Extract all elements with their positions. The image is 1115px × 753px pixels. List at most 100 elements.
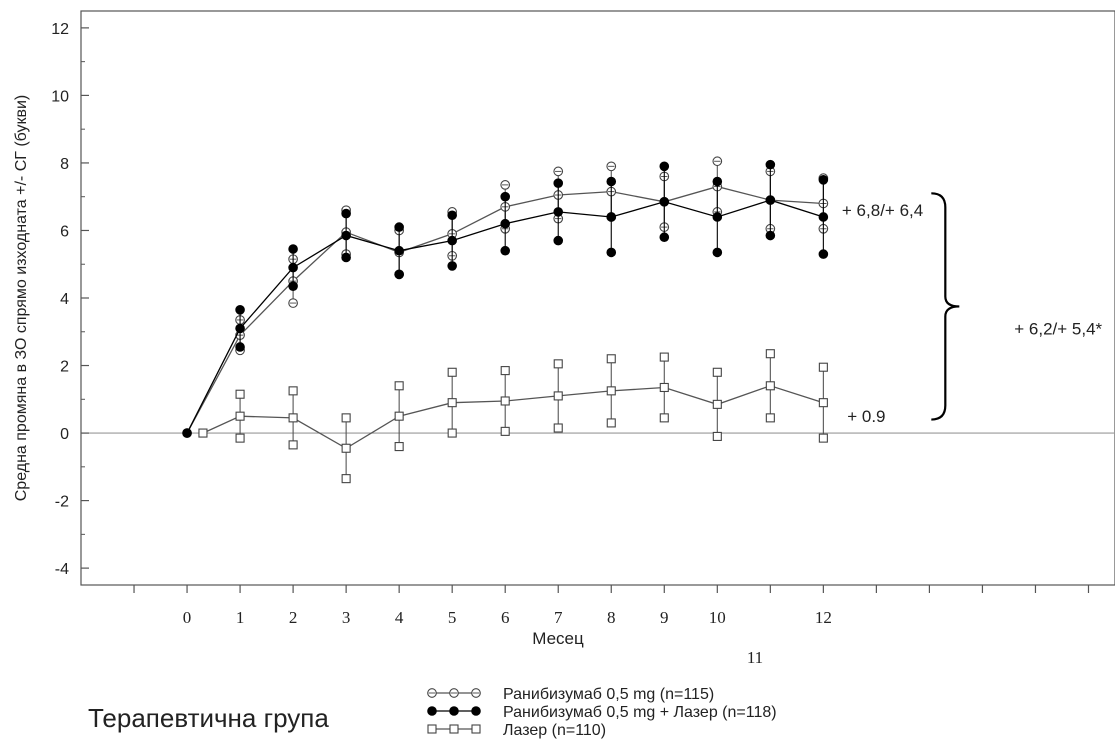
error-cap-marker — [500, 366, 510, 376]
error-cap-marker — [712, 247, 723, 258]
error-cap-marker — [341, 413, 351, 423]
series-layer — [182, 156, 829, 484]
x-tick-label: 1 — [236, 608, 245, 627]
error-cap-marker — [606, 418, 616, 428]
error-cap-marker — [659, 352, 669, 362]
data-point — [818, 212, 829, 222]
data-point — [394, 411, 404, 421]
y-tick-label: 2 — [60, 359, 69, 376]
error-cap-marker — [447, 428, 457, 438]
error-cap-marker — [712, 431, 722, 441]
x-axis: 0 1 2 3 4 5 6 7 8 9 10 12 — [133, 585, 1090, 627]
annotation-label: + 6,8/+ 6,4 — [842, 201, 923, 220]
error-cap-marker — [765, 413, 775, 423]
legend-label: Лазер (n=110) — [503, 722, 606, 739]
error-cap-marker — [500, 191, 511, 202]
error-cap-marker — [818, 433, 828, 443]
error-cap-marker — [341, 474, 351, 484]
legend-item: Ранибизумаб 0,5 mg + Лазер (n=118) — [427, 704, 777, 721]
error-cap-marker — [553, 359, 563, 369]
x-tick-label: 3 — [342, 608, 351, 627]
legend-swatch-marker — [427, 724, 437, 734]
x-tick-label: 7 — [554, 608, 563, 627]
data-point — [447, 398, 457, 408]
data-point — [182, 428, 192, 438]
error-cap-marker — [765, 349, 775, 359]
error-cap-marker — [606, 247, 617, 258]
legend-swatch-marker — [427, 688, 437, 698]
x-tick-label: 0 — [183, 608, 192, 627]
error-cap-marker — [288, 298, 298, 308]
error-cap-marker — [394, 442, 404, 452]
plot-frame — [80, 10, 1115, 586]
y-tick-label: 10 — [51, 88, 69, 105]
data-point — [447, 235, 457, 246]
x-tick-label: 5 — [448, 608, 457, 627]
error-cap-marker — [712, 176, 723, 187]
data-point — [712, 399, 722, 409]
data-point — [818, 398, 828, 408]
error-cap-marker — [394, 381, 404, 391]
data-point — [659, 196, 670, 207]
error-cap-marker — [341, 252, 351, 263]
error-cap-marker — [341, 208, 351, 219]
legend-swatch-marker — [449, 688, 459, 698]
error-cap-marker — [818, 362, 828, 372]
legend-item: Лазер (n=110) — [427, 722, 606, 739]
x-tick-label: 4 — [395, 608, 404, 627]
y-tick-label: 6 — [60, 223, 69, 240]
error-cap-marker — [235, 342, 245, 352]
series-3 — [198, 349, 828, 484]
error-cap-marker — [659, 232, 670, 243]
error-cap-marker — [553, 423, 563, 433]
data-point — [198, 428, 208, 438]
data-point — [606, 212, 617, 222]
y-tick-label: 8 — [60, 156, 69, 173]
data-point — [500, 396, 510, 406]
legend-swatch-marker — [449, 706, 459, 716]
error-cap-marker — [394, 222, 404, 232]
error-cap-marker — [500, 426, 510, 436]
y-tick-label: -4 — [55, 561, 69, 578]
y-tick-label: 4 — [60, 291, 69, 308]
data-point — [659, 382, 669, 393]
error-cap-marker — [500, 245, 511, 256]
error-cap-marker — [765, 230, 776, 241]
legend-label: Ранибизумаб 0,5 mg (n=115) — [503, 686, 714, 703]
data-point — [553, 207, 564, 217]
legend-swatch-marker — [471, 724, 481, 734]
error-cap-marker — [712, 156, 723, 167]
x-tick-label: 8 — [607, 608, 616, 627]
error-cap-marker — [447, 261, 457, 271]
error-cap-marker — [447, 367, 457, 377]
series-2 — [182, 159, 829, 438]
error-cap-marker — [606, 354, 616, 364]
error-cap-marker — [288, 386, 298, 396]
y-tick-label: 12 — [51, 21, 69, 38]
error-cap-marker — [500, 180, 511, 190]
annotation-label: + 0.9 — [847, 407, 885, 426]
data-point — [606, 386, 616, 396]
data-point — [235, 411, 245, 421]
data-point — [341, 230, 351, 241]
data-point — [288, 262, 298, 273]
x-axis-label: Месец — [532, 629, 584, 648]
extra-label: 11 — [747, 648, 763, 667]
y-axis-label: Средна промяна в ЗО спрямо изходната +/-… — [13, 95, 30, 502]
error-cap-marker — [818, 249, 829, 259]
legend-item: Ранибизумаб 0,5 mg (n=115) — [427, 686, 714, 703]
error-cap-marker — [606, 161, 617, 172]
error-cap-marker — [447, 210, 457, 221]
error-cap-marker — [659, 413, 669, 423]
error-cap-marker — [553, 166, 564, 177]
x-tick-label: 9 — [660, 608, 669, 627]
data-point — [765, 195, 776, 205]
data-point — [235, 323, 245, 334]
legend-swatch-marker — [427, 706, 437, 716]
data-point — [712, 212, 723, 222]
x-tick-label: 2 — [289, 608, 298, 627]
error-cap-marker — [553, 178, 564, 188]
data-point — [500, 218, 511, 229]
y-tick-label: -2 — [55, 494, 69, 511]
